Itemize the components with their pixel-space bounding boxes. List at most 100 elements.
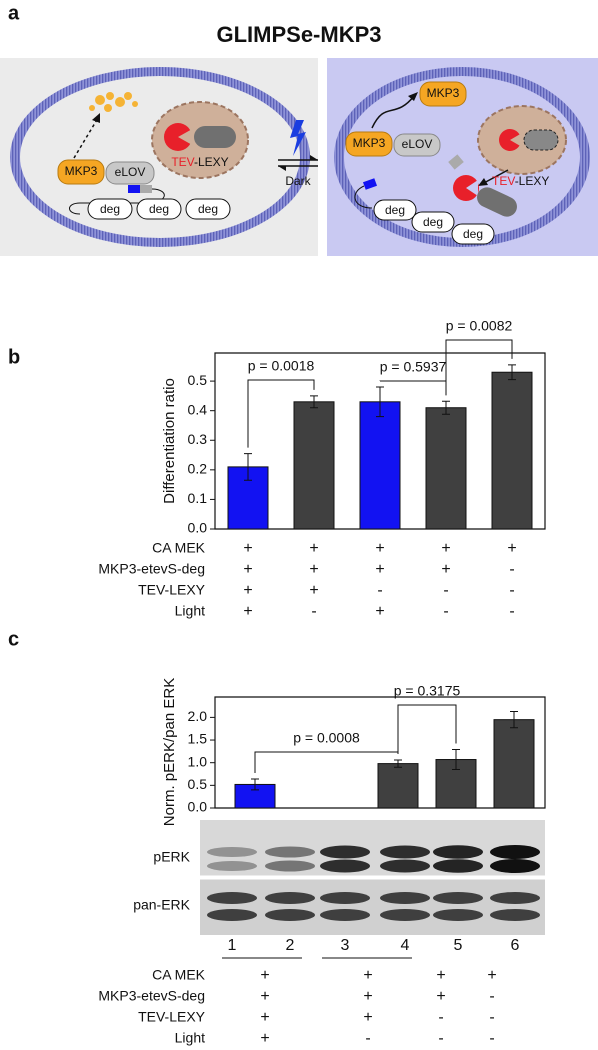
condition-value: + bbox=[375, 540, 384, 557]
blot-label: pan-ERK bbox=[133, 897, 190, 913]
condition-value: + bbox=[375, 603, 384, 620]
condition-value: + bbox=[375, 561, 384, 578]
significance-bracket bbox=[445, 339, 513, 396]
diagram-label: MKP3 bbox=[427, 86, 460, 100]
condition-value: + bbox=[363, 1009, 372, 1026]
blot-label: pERK bbox=[153, 849, 190, 865]
mkp3 bbox=[345, 131, 393, 157]
bar bbox=[293, 401, 335, 530]
significance-bracket bbox=[379, 380, 447, 396]
blot-band bbox=[433, 909, 483, 921]
condition-value: - bbox=[509, 603, 514, 620]
lexy-label: -LEXY bbox=[515, 174, 550, 188]
condition-value: + bbox=[487, 967, 496, 984]
blot-strip bbox=[200, 820, 545, 876]
y-tick-label: 0.2 bbox=[188, 461, 208, 477]
y-tick-label: 0.4 bbox=[188, 401, 208, 417]
blot-band bbox=[320, 892, 370, 904]
significance-bracket bbox=[397, 704, 457, 754]
blot-band bbox=[265, 909, 315, 921]
condition-value: + bbox=[260, 1030, 269, 1047]
blot-band bbox=[380, 909, 430, 921]
condition-value: + bbox=[243, 561, 252, 578]
condition-value: + bbox=[309, 540, 318, 557]
blot-band bbox=[265, 846, 315, 858]
condition-label: TEV-LEXY bbox=[138, 1009, 206, 1025]
blot-band bbox=[380, 859, 430, 873]
blot-band bbox=[207, 860, 257, 872]
blot-band bbox=[207, 909, 257, 921]
blot-band bbox=[207, 846, 257, 858]
error-bar bbox=[251, 778, 259, 791]
p-value: p = 0.3175 bbox=[394, 683, 461, 699]
significance-bracket bbox=[247, 379, 315, 448]
error-bar bbox=[376, 386, 384, 418]
bar bbox=[377, 763, 419, 809]
condition-value: + bbox=[309, 561, 318, 578]
condition-label: CA MEK bbox=[152, 967, 206, 983]
panel-label: b bbox=[8, 346, 20, 368]
blot-band bbox=[433, 892, 483, 904]
diagram-title: GLIMPSe-MKP3 bbox=[216, 22, 381, 47]
condition-value: - bbox=[509, 561, 514, 578]
diagram-label: deg bbox=[423, 215, 443, 229]
condition-value: + bbox=[309, 582, 318, 599]
error-bar bbox=[510, 710, 518, 729]
degraded-fragments bbox=[89, 92, 138, 112]
bar bbox=[359, 401, 401, 530]
condition-value: + bbox=[363, 988, 372, 1005]
error-bar bbox=[452, 749, 460, 770]
condition-value: + bbox=[243, 603, 252, 620]
condition-value: - bbox=[438, 1030, 443, 1047]
error-bar bbox=[508, 364, 516, 381]
error-bar bbox=[442, 400, 450, 415]
blot-band bbox=[490, 859, 540, 873]
condition-value: - bbox=[489, 1009, 494, 1026]
lane-number: 4 bbox=[401, 937, 410, 954]
y-axis-label: Differentiation ratio bbox=[161, 378, 178, 504]
blot-band bbox=[490, 892, 540, 904]
mkp3 bbox=[419, 81, 467, 107]
error-bar bbox=[244, 453, 252, 481]
diagram-label: MKP3 bbox=[353, 136, 386, 150]
condition-label: TEV-LEXY bbox=[138, 582, 206, 598]
diagram-label: TEV-LEXY bbox=[171, 155, 228, 169]
diagram-label: deg bbox=[100, 202, 120, 216]
error-bar bbox=[394, 759, 402, 768]
blot-band bbox=[265, 892, 315, 904]
condition-value: + bbox=[441, 540, 450, 557]
bar bbox=[491, 371, 533, 530]
error-bar bbox=[310, 395, 318, 409]
blot-band bbox=[320, 859, 370, 873]
condition-value: - bbox=[377, 582, 382, 599]
lane-number: 5 bbox=[454, 937, 463, 954]
diagram-label: eLOV bbox=[115, 165, 146, 179]
condition-value: - bbox=[438, 1009, 443, 1026]
lane-number: 1 bbox=[228, 937, 237, 954]
arrow bbox=[73, 117, 99, 159]
axes bbox=[214, 696, 546, 809]
condition-value: + bbox=[260, 967, 269, 984]
lane-number: 6 bbox=[511, 937, 520, 954]
p-value: p = 0.0082 bbox=[446, 318, 513, 334]
condition-value: + bbox=[243, 582, 252, 599]
diagram-label: deg bbox=[385, 203, 405, 217]
condition-value: + bbox=[243, 540, 252, 557]
condition-value: - bbox=[365, 1030, 370, 1047]
condition-label: CA MEK bbox=[152, 540, 206, 556]
lexy-label: -LEXY bbox=[194, 155, 229, 169]
y-tick-label: 0.5 bbox=[188, 372, 208, 388]
y-axis-label: Norm. pERK/pan ERK bbox=[161, 678, 178, 826]
condition-value: - bbox=[311, 603, 316, 620]
blot-band bbox=[380, 845, 430, 859]
panel-label: a bbox=[8, 2, 20, 24]
diagram-label: deg bbox=[463, 227, 483, 241]
significance-bracket bbox=[254, 751, 399, 774]
elov bbox=[105, 161, 155, 185]
p-value: p = 0.5937 bbox=[380, 359, 447, 375]
diagram-label: MKP3 bbox=[65, 164, 98, 178]
arrow-label: Dark bbox=[285, 174, 311, 188]
bar bbox=[493, 719, 535, 809]
